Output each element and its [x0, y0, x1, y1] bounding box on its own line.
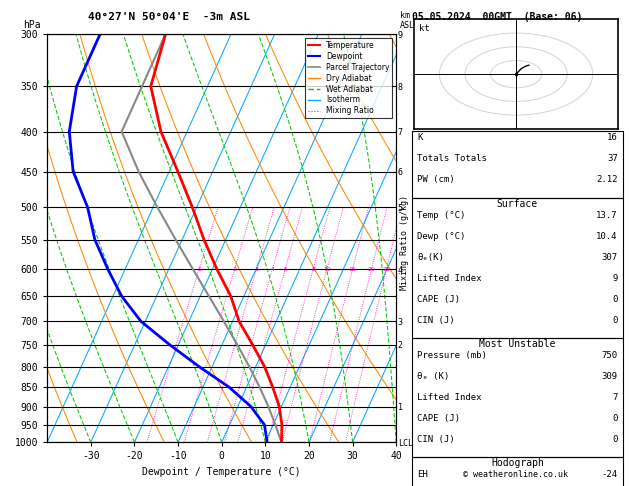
Text: Temp (°C): Temp (°C): [417, 211, 465, 221]
Text: Pressure (mb): Pressure (mb): [417, 351, 487, 361]
Text: 10: 10: [323, 266, 331, 272]
Text: 3: 3: [254, 266, 259, 272]
Text: 16: 16: [607, 133, 618, 142]
Text: Dewp (°C): Dewp (°C): [417, 232, 465, 242]
Text: CIN (J): CIN (J): [417, 316, 455, 325]
Text: 0: 0: [612, 414, 618, 423]
Text: θₑ(K): θₑ(K): [417, 253, 444, 262]
Text: 13.7: 13.7: [596, 211, 618, 221]
Legend: Temperature, Dewpoint, Parcel Trajectory, Dry Adiabat, Wet Adiabat, Isotherm, Mi: Temperature, Dewpoint, Parcel Trajectory…: [305, 38, 392, 119]
Text: 37: 37: [607, 154, 618, 163]
Text: CAPE (J): CAPE (J): [417, 414, 460, 423]
Text: km
ASL: km ASL: [400, 11, 415, 30]
Text: -24: -24: [601, 470, 618, 480]
Text: 1: 1: [198, 266, 201, 272]
Text: CIN (J): CIN (J): [417, 435, 455, 444]
Text: Surface: Surface: [497, 199, 538, 209]
X-axis label: Dewpoint / Temperature (°C): Dewpoint / Temperature (°C): [142, 467, 301, 477]
Text: 25: 25: [382, 266, 391, 272]
Text: 2: 2: [233, 266, 237, 272]
Text: © weatheronline.co.uk: © weatheronline.co.uk: [464, 469, 568, 479]
Text: 309: 309: [601, 372, 618, 382]
Text: 4: 4: [270, 266, 274, 272]
Text: 8: 8: [311, 266, 315, 272]
Text: 0: 0: [612, 295, 618, 304]
Text: 10.4: 10.4: [596, 232, 618, 242]
Text: θₑ (K): θₑ (K): [417, 372, 449, 382]
Text: PW (cm): PW (cm): [417, 175, 455, 184]
Text: Most Unstable: Most Unstable: [479, 339, 555, 349]
Text: EH: EH: [417, 470, 428, 480]
Text: 40°27'N 50°04'E  -3m ASL: 40°27'N 50°04'E -3m ASL: [88, 12, 250, 22]
Text: 2.12: 2.12: [596, 175, 618, 184]
Text: 9: 9: [612, 274, 618, 283]
Text: kt: kt: [419, 23, 430, 33]
Text: 20: 20: [367, 266, 376, 272]
Text: 15: 15: [348, 266, 357, 272]
Text: CAPE (J): CAPE (J): [417, 295, 460, 304]
Text: 0: 0: [612, 435, 618, 444]
Text: Lifted Index: Lifted Index: [417, 393, 482, 402]
Text: 307: 307: [601, 253, 618, 262]
Text: K: K: [417, 133, 423, 142]
Text: 05.05.2024  00GMT  (Base: 06): 05.05.2024 00GMT (Base: 06): [412, 12, 582, 22]
Text: 5: 5: [283, 266, 287, 272]
Text: Totals Totals: Totals Totals: [417, 154, 487, 163]
Text: Lifted Index: Lifted Index: [417, 274, 482, 283]
Text: 7: 7: [612, 393, 618, 402]
Text: hPa: hPa: [23, 20, 40, 30]
Text: Mixing Ratio (g/kg): Mixing Ratio (g/kg): [400, 195, 409, 291]
Text: 750: 750: [601, 351, 618, 361]
Text: 0: 0: [612, 316, 618, 325]
Text: Hodograph: Hodograph: [491, 458, 544, 469]
